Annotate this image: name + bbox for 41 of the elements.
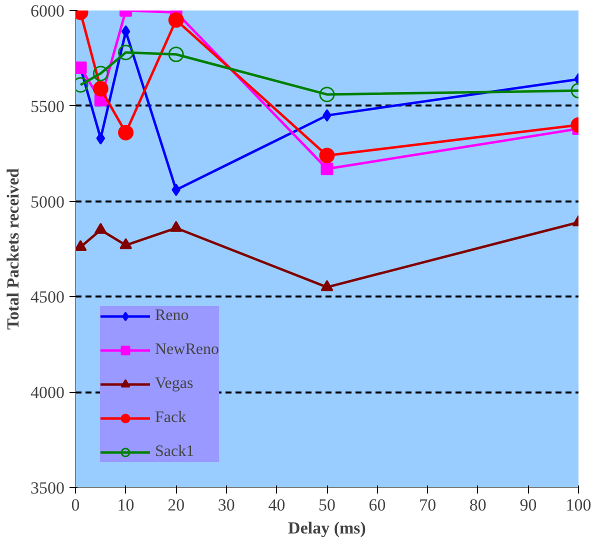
point <box>170 220 182 232</box>
point <box>320 162 334 176</box>
y-tick-label: 4000 <box>30 383 64 402</box>
y-tick-label: 6000 <box>30 2 64 20</box>
y-tick-label: 3500 <box>30 478 64 498</box>
x-tick-label: 20 <box>168 496 185 514</box>
x-tick-label: 100 <box>566 496 592 514</box>
point <box>320 280 334 292</box>
point <box>118 44 134 60</box>
y-axis-title: Total Packets received <box>4 168 22 330</box>
x-tick-label: 0 <box>71 496 80 514</box>
legend-label: Vegas <box>155 375 194 393</box>
x-axis-title: Delay (ms) <box>288 518 366 538</box>
point <box>96 132 106 145</box>
legend-label: Fack <box>155 409 186 427</box>
y-tick-label: 5000 <box>30 192 64 212</box>
x-tick-label: 70 <box>419 496 436 514</box>
point <box>319 86 335 102</box>
point <box>168 46 184 62</box>
x-tick-label: 80 <box>469 496 486 514</box>
x-tick-label: 40 <box>268 496 286 514</box>
point <box>118 124 134 140</box>
y-tick-label: 4500 <box>30 288 64 307</box>
x-tick-label: 60 <box>368 496 386 514</box>
x-tick-label: 90 <box>520 496 537 514</box>
legend-label: NewReno <box>155 341 219 359</box>
point <box>92 80 108 96</box>
point <box>121 25 130 38</box>
point <box>319 148 335 164</box>
x-tick-label: 30 <box>218 496 235 514</box>
point <box>172 184 181 196</box>
y-tick-label: 5500 <box>30 96 64 116</box>
point <box>168 12 184 28</box>
point <box>92 66 108 82</box>
legend-label: Reno <box>155 307 189 325</box>
legend-label: Sack1 <box>155 443 194 461</box>
point <box>76 240 87 252</box>
point <box>120 238 132 250</box>
x-tick-label: 10 <box>117 496 134 514</box>
point <box>94 222 107 234</box>
x-tick-label: 50 <box>318 496 336 514</box>
